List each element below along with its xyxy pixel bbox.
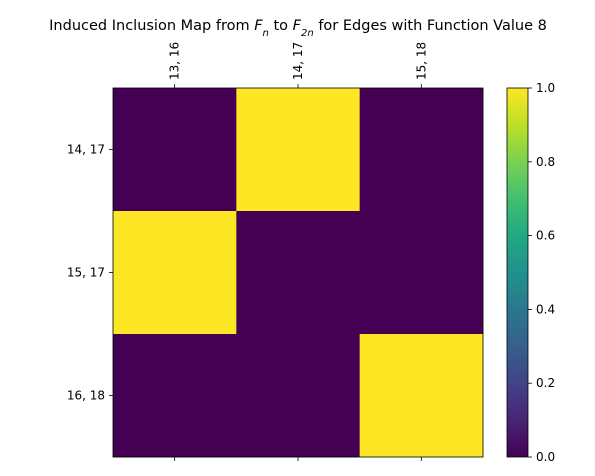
- colorbar-tick-label: 1.0: [536, 81, 555, 95]
- colorbar-tick-label: 0.0: [536, 450, 555, 464]
- column-tick-label: 14, 17: [291, 42, 305, 80]
- colorbar-tick-label: 0.2: [536, 376, 555, 390]
- heatmap-cell: [236, 211, 360, 334]
- heatmap-cell: [113, 88, 237, 211]
- heatmap-cell: [360, 211, 484, 334]
- colorbar-tick-label: 0.4: [536, 302, 555, 316]
- heatmap-cell: [236, 334, 360, 457]
- colorbar-ticks: 0.0 0.2 0.4 0.6 0.8 1.0: [528, 81, 555, 464]
- row-tick-label: 14, 17: [67, 143, 105, 157]
- heatmap-cell: [113, 211, 237, 334]
- row-tick-label: 16, 18: [67, 389, 105, 403]
- column-tick-label: 13, 16: [168, 42, 182, 80]
- colorbar: [507, 88, 528, 457]
- colorbar-tick-label: 0.6: [536, 229, 555, 243]
- heatmap-cells: [113, 88, 483, 457]
- row-tick-label: 15, 17: [67, 266, 105, 280]
- heatmap-cell: [360, 334, 484, 457]
- column-tick-label: 15, 18: [414, 42, 428, 80]
- colorbar-tick-label: 0.8: [536, 155, 555, 169]
- heatmap-cell: [236, 88, 360, 211]
- row-ticks: 14, 17 15, 17 16, 18: [67, 143, 113, 403]
- chart-title: Induced Inclusion Map from Fn to F2n for…: [49, 18, 547, 39]
- heatmap-cell: [360, 88, 484, 211]
- heatmap-cell: [113, 334, 237, 457]
